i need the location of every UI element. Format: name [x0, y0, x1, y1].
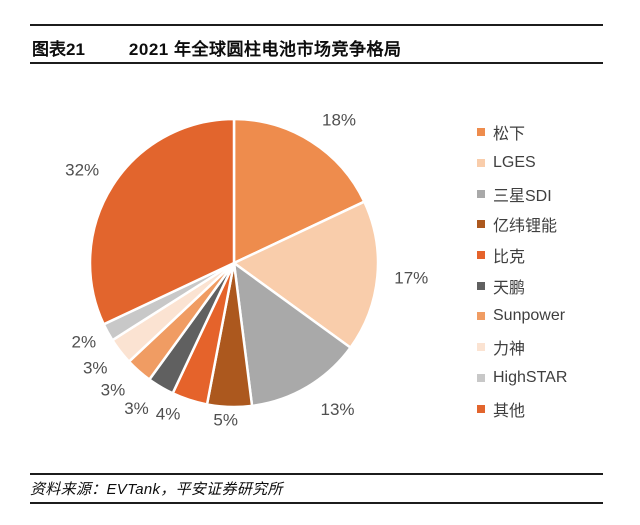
- pie-slice-1: [232, 117, 366, 265]
- legend-item: 三星SDI: [477, 178, 637, 209]
- legend-item: Sunpower: [477, 301, 637, 332]
- pie-slice-label: 18%: [322, 111, 356, 130]
- pie-slice-label: 2%: [71, 332, 96, 351]
- legend-item: HighSTAR: [477, 363, 637, 394]
- legend-swatch: [477, 281, 485, 290]
- pie-slice-label: 13%: [321, 400, 355, 419]
- pie-slice-label: 5%: [213, 410, 238, 429]
- pie-slice-3: [232, 261, 352, 408]
- pie-slice-10: [88, 117, 236, 326]
- legend-label: 天鹏: [493, 279, 526, 297]
- footer-rule-bottom: [30, 502, 603, 504]
- pie-slice-label: 32%: [65, 160, 99, 179]
- legend-swatch: [477, 159, 485, 168]
- legend-item: LGES: [477, 148, 637, 179]
- pie-slice-label: 17%: [394, 268, 428, 287]
- header-rule: [30, 62, 603, 64]
- figure-title: 2021 年全球圆柱电池市场竞争格局: [128, 40, 402, 59]
- legend-label: HighSTAR: [493, 368, 568, 386]
- legend-label: 力神: [493, 341, 526, 359]
- legend-item: 天鹏: [477, 270, 637, 301]
- legend-label: 松下: [493, 126, 526, 144]
- legend-label: 其他: [493, 402, 526, 420]
- legend-label: 比克: [493, 249, 526, 267]
- figure-label: 图表21: [32, 40, 85, 59]
- footer-rule-top: [30, 473, 603, 475]
- legend-item: 松下: [477, 117, 637, 148]
- pie-slice-label: 3%: [124, 399, 149, 418]
- chart-legend: 松下 LGES 三星SDI 亿纬锂能比克天鹏 Sunpower 力神 HighSTAR 其他: [477, 117, 637, 424]
- legend-item: 力神: [477, 332, 637, 363]
- pie-slice-label: 4%: [156, 404, 181, 423]
- legend-label: Sunpower: [493, 307, 566, 325]
- source-note: 资料来源：EVTank，平安证券研究所: [30, 481, 283, 498]
- pie-slice-label: 3%: [83, 358, 108, 377]
- figure-header: 图表21 2021 年全球圆柱电池市场竞争格局: [32, 35, 607, 60]
- legend-item: 亿纬锂能: [477, 209, 637, 240]
- legend-label: LGES: [493, 154, 536, 172]
- legend-item: 比克: [477, 240, 637, 271]
- legend-swatch: [477, 343, 485, 352]
- pie-slice-label: 3%: [101, 381, 126, 400]
- top-rule: [30, 24, 603, 26]
- legend-swatch: [477, 404, 485, 413]
- legend-label: 三星SDI: [493, 187, 552, 205]
- legend-swatch: [477, 251, 485, 260]
- legend-swatch: [477, 373, 485, 382]
- legend-item: 其他: [477, 393, 637, 424]
- legend-swatch: [477, 312, 485, 321]
- legend-swatch: [477, 189, 485, 198]
- legend-swatch: [477, 220, 485, 229]
- legend-swatch: [477, 128, 485, 137]
- legend-label: 亿纬锂能: [493, 218, 558, 236]
- pie-slice-2: [232, 200, 380, 349]
- pie-chart: 18%17%13%5%4%3%3%3%2%32%: [65, 111, 428, 430]
